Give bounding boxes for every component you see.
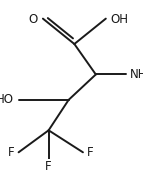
Text: F: F	[45, 160, 52, 173]
Text: NH₂: NH₂	[130, 68, 143, 81]
Text: O: O	[29, 13, 38, 26]
Text: HO: HO	[0, 93, 14, 106]
Text: F: F	[87, 146, 94, 159]
Text: F: F	[8, 146, 14, 159]
Text: OH: OH	[111, 13, 129, 26]
